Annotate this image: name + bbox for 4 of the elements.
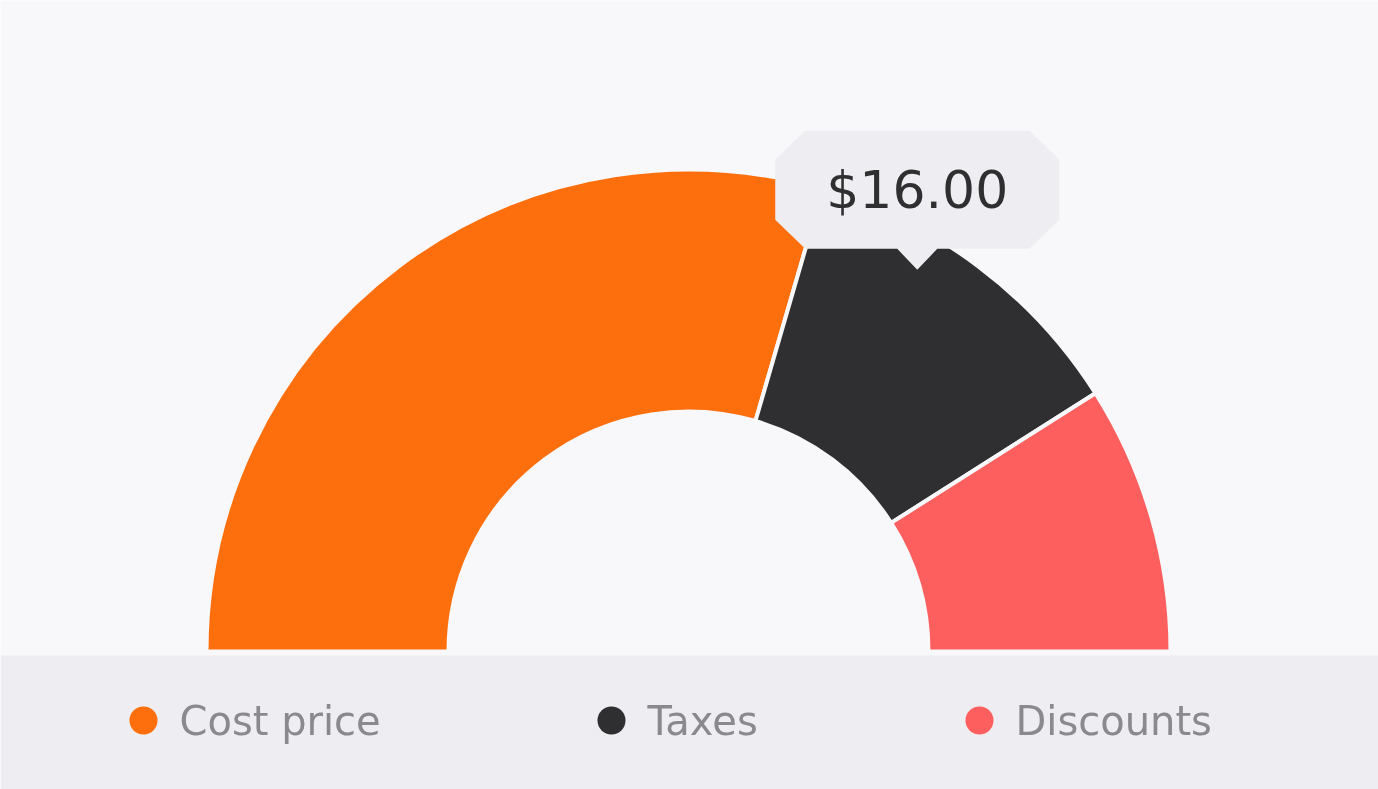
legend-label: Taxes bbox=[646, 697, 758, 744]
legend-label: Discounts bbox=[1015, 697, 1212, 744]
legend-label: Cost price bbox=[179, 697, 381, 744]
text: $16.00 bbox=[826, 159, 1009, 220]
